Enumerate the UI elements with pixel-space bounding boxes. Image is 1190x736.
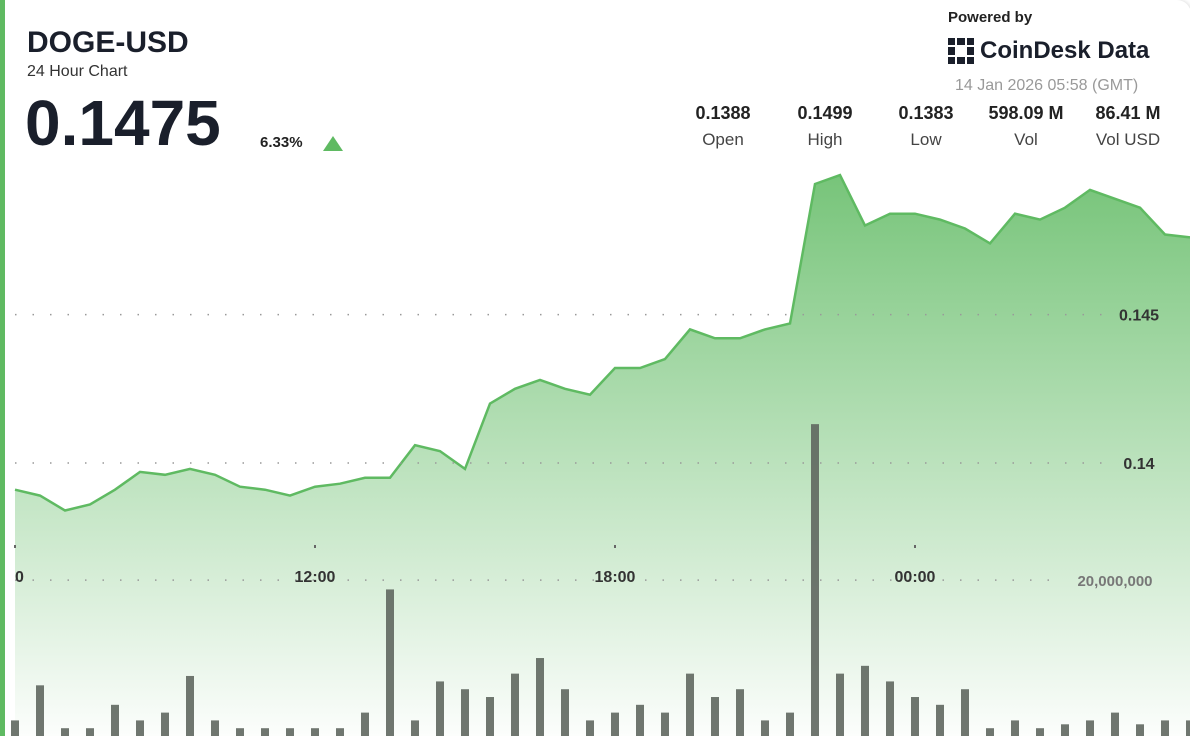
stat: 0.1383 Low: [871, 103, 981, 150]
brand-name: CoinDesk Data: [980, 37, 1150, 64]
x-tick-label: 18:00: [595, 569, 636, 586]
volume-bar: [1111, 712, 1119, 736]
stat: 598.09 M Vol: [971, 103, 1081, 150]
price-area: [15, 175, 1190, 736]
volume-bar: [311, 728, 319, 736]
volume-bar: [1136, 724, 1144, 736]
stat-label: Vol: [1014, 130, 1038, 149]
price: 0.1475: [25, 87, 221, 159]
volume-bar: [1086, 720, 1094, 736]
volume-bar: [686, 673, 694, 736]
volume-bar: [186, 675, 194, 736]
volume-bar: [911, 697, 919, 736]
x-tick-label: 00:00: [895, 569, 936, 586]
stat-label: Vol USD: [1095, 130, 1161, 149]
stat-value: 0.1383: [898, 103, 954, 123]
volume-bar: [111, 704, 119, 736]
volume-bar: [786, 712, 794, 736]
volume-bar: [1061, 724, 1069, 736]
stat-value: 598.09 M: [988, 103, 1064, 123]
y2-tick-label: 20,000,000: [1077, 573, 1152, 590]
up-arrow: [323, 136, 343, 151]
volume-bar: [661, 712, 669, 736]
volume-bar: [361, 712, 369, 736]
volume-bar: [336, 728, 344, 736]
volume-bar: [286, 728, 294, 736]
volume-bar: [586, 720, 594, 736]
brand: CoinDesk Data: [948, 37, 1149, 65]
volume-bar: [986, 728, 994, 736]
stat-value: 86.41 M: [1095, 103, 1161, 123]
volume-bar: [736, 689, 744, 736]
stat-value: 0.1388: [695, 103, 751, 123]
stat-label: Low: [910, 130, 942, 149]
volume-bar: [261, 728, 269, 736]
subtitle: 24 Hour Chart: [27, 63, 128, 80]
volume-bar: [161, 712, 169, 736]
stat-label: Open: [702, 130, 744, 149]
y-tick-label: 0.145: [1119, 308, 1159, 325]
volume-bar: [511, 673, 519, 736]
x-tick-label: 0: [15, 569, 24, 586]
logo: [948, 38, 974, 64]
volume-bar: [961, 689, 969, 736]
powered-by: Powered by: [948, 9, 1033, 26]
symbol: DOGE-USD: [27, 26, 189, 59]
volume-bar: [11, 720, 19, 736]
y-tick-label: 0.14: [1123, 456, 1154, 473]
volume-bar: [1161, 720, 1169, 736]
volume-bar: [211, 720, 219, 736]
volume-bar: [636, 704, 644, 736]
volume-bar: [1011, 720, 1019, 736]
volume-bar: [611, 712, 619, 736]
volume-bar: [461, 689, 469, 736]
volume-bar: [86, 728, 94, 736]
x-tick-label: 12:00: [295, 569, 336, 586]
volume-bar: [386, 589, 394, 736]
change: 6.33%: [260, 134, 303, 151]
stat: 0.1499 High: [770, 103, 880, 150]
volume-bar: [861, 665, 869, 736]
volume-bar: [711, 697, 719, 736]
volume-bar: [1036, 728, 1044, 736]
volume-bar: [411, 720, 419, 736]
stat: 86.41 M Vol USD: [1073, 103, 1183, 150]
volume-bar: [936, 704, 944, 736]
stat-label: High: [807, 130, 843, 149]
volume-bar: [761, 720, 769, 736]
volume-bar: [436, 681, 444, 736]
price-line: [14, 173, 1190, 512]
volume-bar: [236, 728, 244, 736]
volume-bar: [811, 424, 819, 736]
volume-bar: [486, 697, 494, 736]
timestamp: 14 Jan 2026 05:58 (GMT): [955, 77, 1139, 94]
stat-value: 0.1499: [797, 103, 853, 123]
stat: 0.1388 Open: [668, 103, 778, 150]
volume-bar: [561, 689, 569, 736]
volume-bar: [536, 658, 544, 736]
volume-bar: [36, 685, 44, 736]
volume-bar: [1186, 720, 1190, 736]
volume-bar: [886, 681, 894, 736]
volume-bar: [61, 728, 69, 736]
volume-bar: [836, 673, 844, 736]
chart: 0.14 0.145 20,000,000 0 12:00 18:00 00:00: [11, 173, 1190, 736]
volume-bar: [136, 720, 144, 736]
